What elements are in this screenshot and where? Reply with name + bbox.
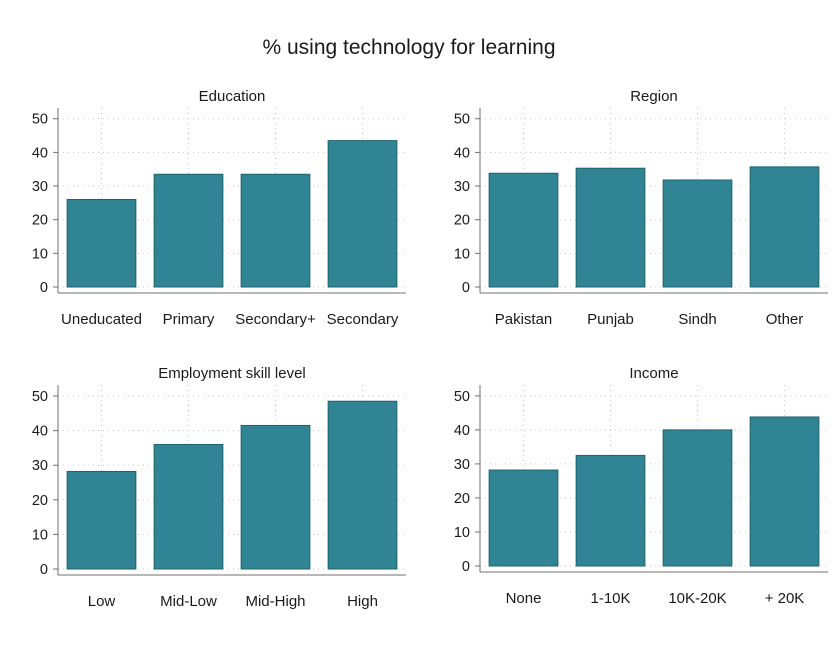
y-tick-label: 50	[32, 112, 48, 128]
y-tick-label: 10	[32, 246, 48, 262]
panel-title: Education	[199, 88, 266, 105]
y-tick-label: 40	[454, 423, 470, 439]
x-category-label: Sindh	[678, 311, 716, 328]
x-category-label: Secondary	[327, 311, 399, 328]
bar-1-10k	[575, 454, 646, 567]
y-tick-label: 20	[454, 491, 470, 507]
bar-10k-20k	[662, 429, 733, 567]
x-category-label: Pakistan	[495, 311, 553, 328]
x-category-label: Primary	[163, 311, 215, 328]
x-category-label: + 20K	[765, 590, 805, 607]
y-tick-label: 0	[462, 559, 470, 575]
x-category-label: High	[347, 593, 378, 610]
panel-title: Employment skill level	[158, 365, 306, 382]
bar-uneducated	[66, 199, 137, 288]
y-tick-label: 10	[454, 246, 470, 262]
x-category-label: Uneducated	[61, 311, 142, 328]
bar--20k	[749, 416, 820, 567]
panel-title: Income	[629, 365, 678, 382]
y-tick-label: 20	[454, 213, 470, 229]
bar-secondary-	[240, 173, 311, 288]
y-tick-label: 40	[32, 424, 48, 440]
bar-none	[488, 469, 559, 567]
y-tick-label: 0	[40, 280, 48, 296]
y-tick-label: 0	[40, 562, 48, 578]
y-tick-label: 10	[454, 525, 470, 541]
bar-primary	[153, 173, 224, 288]
chart-main-title: % using technology for learning	[262, 36, 556, 59]
y-tick-label: 50	[454, 389, 470, 405]
bar-punjab	[575, 167, 646, 288]
x-category-label: None	[506, 590, 542, 607]
bar-pakistan	[488, 172, 559, 288]
x-category-label: 1-10K	[590, 590, 630, 607]
x-category-label: Low	[88, 593, 116, 610]
y-tick-label: 30	[454, 457, 470, 473]
y-tick-label: 0	[462, 280, 470, 296]
x-category-label: 10K-20K	[668, 590, 726, 607]
y-tick-label: 40	[454, 145, 470, 161]
y-tick-label: 30	[32, 458, 48, 474]
x-category-label: Other	[766, 311, 804, 328]
bar-secondary	[327, 140, 398, 288]
y-tick-label: 30	[32, 179, 48, 195]
x-category-label: Mid-High	[245, 593, 305, 610]
x-category-label: Mid-Low	[160, 593, 217, 610]
bar-mid-low	[153, 443, 224, 570]
bar-mid-high	[240, 424, 311, 570]
y-tick-label: 50	[454, 112, 470, 128]
bar-high	[327, 400, 398, 570]
y-tick-label: 10	[32, 527, 48, 543]
y-tick-label: 20	[32, 213, 48, 229]
y-tick-label: 20	[32, 493, 48, 509]
y-tick-label: 50	[32, 389, 48, 405]
y-tick-label: 30	[454, 179, 470, 195]
x-category-label: Secondary+	[235, 311, 316, 328]
bar-low	[66, 470, 137, 570]
y-tick-label: 40	[32, 145, 48, 161]
panel-title: Region	[630, 88, 678, 105]
bar-sindh	[662, 179, 733, 288]
bar-other	[749, 166, 820, 288]
x-category-label: Punjab	[587, 311, 634, 328]
